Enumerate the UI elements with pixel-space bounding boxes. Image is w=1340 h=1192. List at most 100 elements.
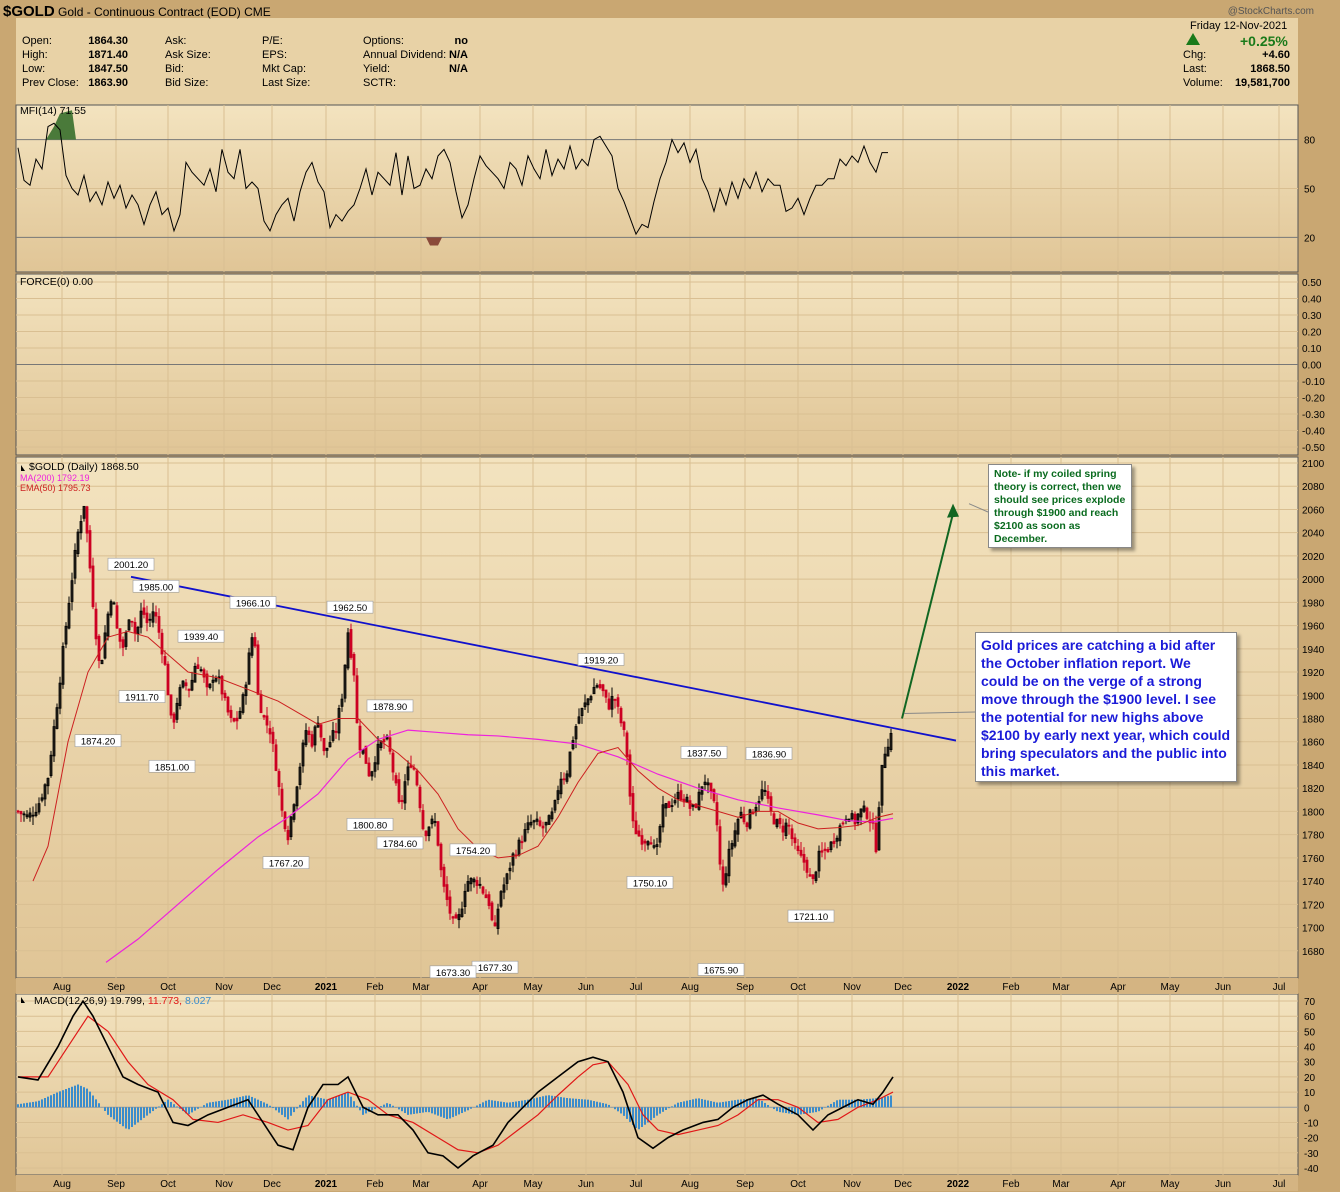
candle-body <box>673 800 677 804</box>
candle-body <box>643 840 647 844</box>
candle-body <box>580 707 584 717</box>
macd-hist-bar <box>389 1103 391 1108</box>
macd-hist-bar <box>575 1098 577 1108</box>
macd-hist-bar <box>797 1107 799 1115</box>
macd-hist-bar <box>470 1107 472 1109</box>
candle-body <box>34 811 38 816</box>
x-tick-label-bottom: Apr <box>472 1179 488 1190</box>
macd-hist-bar <box>272 1107 274 1109</box>
candle-body <box>622 721 626 730</box>
quote-label: Low: <box>22 63 46 75</box>
macd-hist-bar <box>98 1103 100 1108</box>
price-y-tick: 2100 <box>1302 459 1325 470</box>
macd-hist-bar <box>482 1102 484 1108</box>
candle-body <box>478 883 482 886</box>
force-y-tick: 0.50 <box>1302 278 1322 289</box>
candle-body <box>586 698 590 706</box>
candle-body <box>553 799 557 811</box>
candle-body <box>199 669 203 672</box>
macd-hist-bar <box>503 1102 505 1108</box>
candle-body <box>223 692 227 699</box>
candle-body <box>670 805 674 807</box>
x-tick-label: Mar <box>412 982 430 993</box>
price-label: 1836.90 <box>752 750 786 761</box>
candle-body <box>55 707 59 729</box>
candle-body <box>394 775 398 784</box>
macd-hist-bar <box>821 1107 823 1110</box>
candle-body <box>598 684 602 689</box>
candle-body <box>319 724 323 738</box>
macd-hist-bar <box>677 1102 679 1108</box>
candle-body <box>568 751 572 777</box>
macd-hist-bar <box>257 1099 259 1108</box>
price-label-box <box>262 856 310 869</box>
macd-hist-bar <box>746 1098 748 1108</box>
candle-body <box>49 754 53 777</box>
quote-label: SCTR: <box>363 77 396 89</box>
macd-hist-bar <box>410 1107 412 1115</box>
candle-body <box>181 680 185 688</box>
macd-hist-bar <box>167 1099 169 1108</box>
macd-hist-bar <box>50 1095 52 1108</box>
macd-hist-bar <box>194 1107 196 1111</box>
candle-body <box>148 618 152 621</box>
macd-hist-bar <box>17 1104 19 1108</box>
candle-body <box>793 837 797 844</box>
x-tick-label: Jun <box>578 982 594 993</box>
candle-body <box>712 789 716 802</box>
price-label: 1939.40 <box>184 632 218 643</box>
macd-hist-bar <box>827 1105 829 1108</box>
date-axis-band-bottom <box>16 1175 1298 1191</box>
macd-hist-bar <box>506 1102 508 1108</box>
x-tick-label: Jun <box>1215 982 1231 993</box>
macd-hist-bar <box>872 1098 874 1108</box>
candle-body <box>130 620 134 623</box>
quote-label: High: <box>22 49 48 61</box>
macd-hist-bar <box>116 1107 118 1122</box>
macd-hist-bar <box>542 1096 544 1108</box>
macd-hist-bar <box>146 1107 148 1116</box>
macd-hist-bar <box>38 1100 40 1108</box>
x-tick-label-bottom: Nov <box>843 1179 861 1190</box>
candle-body <box>571 740 575 750</box>
x-tick-label-bottom: Aug <box>53 1179 71 1190</box>
candle-body <box>496 908 500 930</box>
macd-y-tick: 40 <box>1304 1043 1316 1054</box>
x-tick-label-bottom: Mar <box>412 1179 430 1190</box>
candle-body <box>388 737 392 752</box>
candle-body <box>103 632 107 659</box>
macd-hist-bar <box>476 1105 478 1108</box>
price-label-box <box>626 876 674 889</box>
candle-body <box>421 810 425 830</box>
candle-body <box>658 826 662 843</box>
candle-body <box>271 731 275 744</box>
macd-hist-bar <box>734 1100 736 1108</box>
macd-hist-bar <box>443 1107 445 1118</box>
x-tick-label-bottom: 2022 <box>947 1179 970 1190</box>
candle-body <box>730 843 734 850</box>
candle-body <box>541 825 545 829</box>
macd-hist-bar <box>524 1100 526 1108</box>
candle-body <box>277 771 281 788</box>
x-tick-label-bottom: May <box>1161 1179 1180 1190</box>
candle-body <box>25 814 29 818</box>
candle-body <box>577 716 581 724</box>
macd-hist-bar <box>392 1105 394 1108</box>
date-axis-band <box>16 978 1298 994</box>
macd-hist-bar <box>356 1105 358 1108</box>
candle-body <box>301 742 305 767</box>
macd-hist-bar <box>26 1102 28 1108</box>
x-tick-label-bottom: Dec <box>263 1179 281 1190</box>
macd-hist-bar <box>137 1107 139 1123</box>
force-y-tick: 0.20 <box>1302 328 1322 339</box>
macd-y-tick: 0 <box>1304 1103 1310 1114</box>
candle-body <box>646 841 650 846</box>
candle-body <box>526 822 530 830</box>
macd-hist-bar <box>308 1095 310 1108</box>
macd-hist-bar <box>215 1101 217 1108</box>
macd-hist-bar <box>782 1107 784 1113</box>
candle-body <box>463 890 467 907</box>
macd-hist-bar <box>521 1100 523 1108</box>
candle-body <box>784 822 788 836</box>
macd-hist-bar <box>254 1098 256 1108</box>
